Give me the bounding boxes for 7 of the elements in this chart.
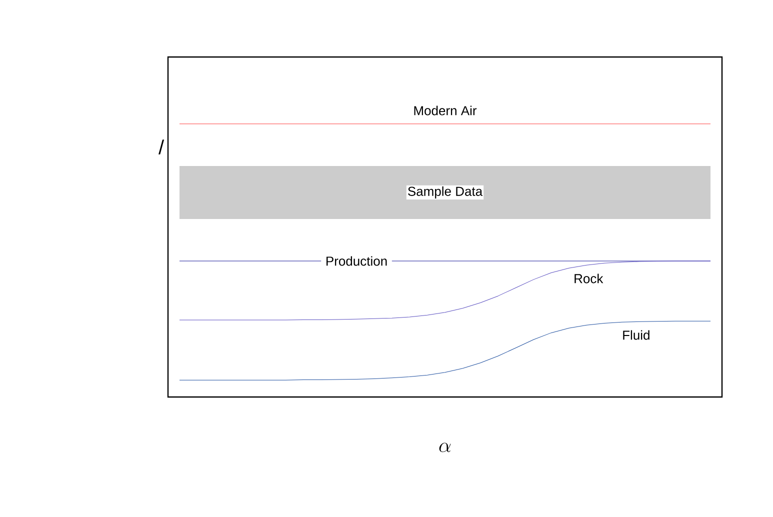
series-label: Modern Air [414,106,477,116]
series-label: Rock [574,274,604,284]
series-label: Fluid [623,330,650,340]
series-label: Production [326,256,387,266]
band-label: Sample Data [408,186,483,199]
x-axis-title: $\alpha$ [439,442,451,452]
y-axis-title: / [158,140,164,154]
